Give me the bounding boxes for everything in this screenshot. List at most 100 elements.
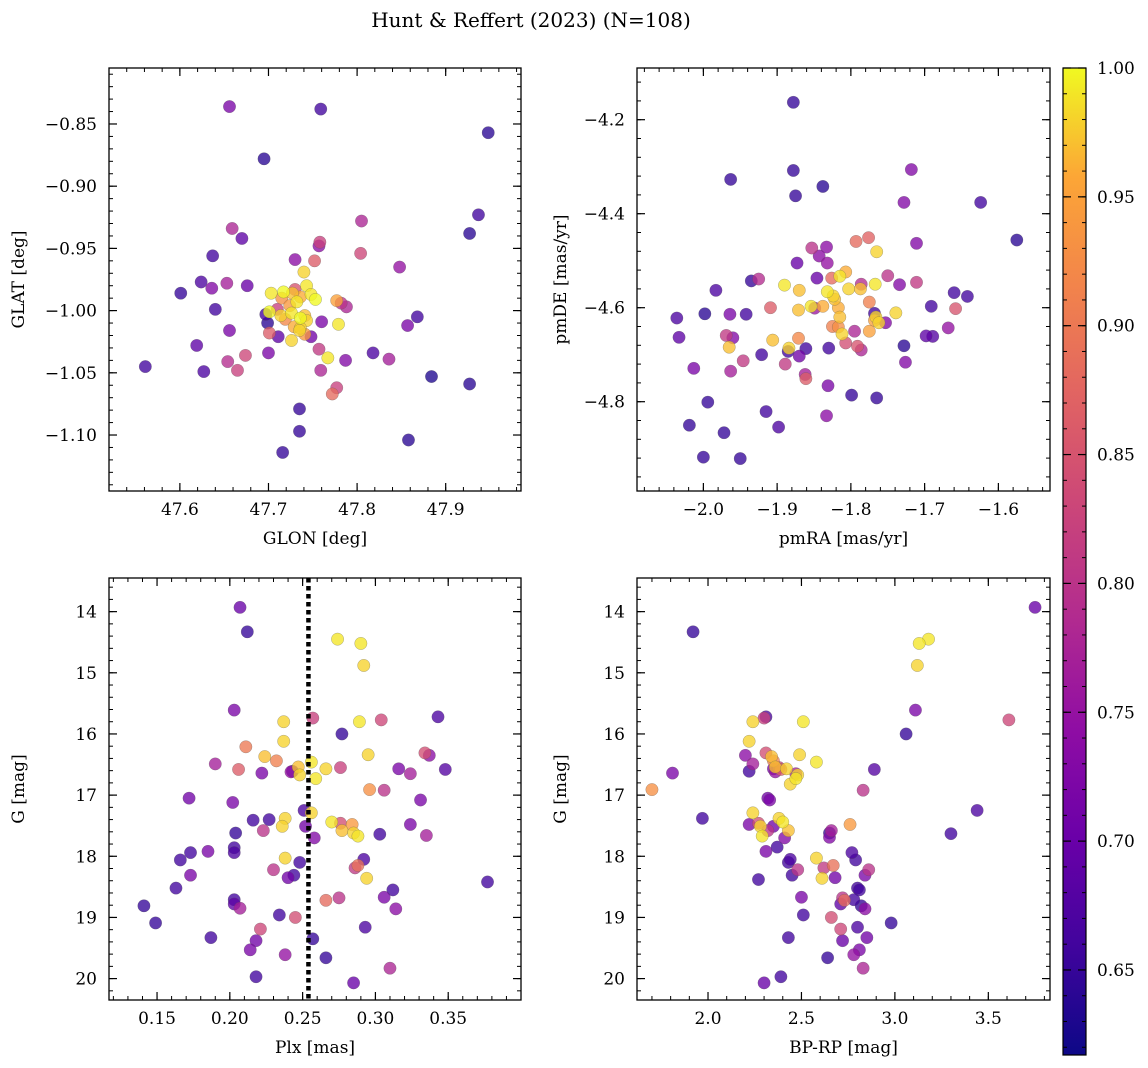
x-tick-label: −2.0: [683, 500, 724, 520]
data-point: [776, 815, 790, 829]
data-point: [374, 713, 388, 727]
axes-frame: [636, 67, 1051, 492]
data-point: [970, 804, 984, 817]
data-point: [233, 600, 247, 614]
data-point: [870, 245, 884, 259]
data-point: [792, 331, 805, 345]
y-tick-label: −0.95: [45, 239, 97, 259]
data-point: [766, 333, 780, 347]
y-axis-label: pmDE [mas/yr]: [551, 214, 571, 344]
data-point: [360, 871, 374, 885]
data-point: [334, 761, 347, 774]
data-point: [755, 829, 769, 843]
data-point: [239, 740, 253, 754]
data-point: [786, 95, 800, 109]
y-tick-label: 20: [603, 970, 625, 990]
data-point: [799, 372, 813, 386]
y-tick-label: 14: [75, 603, 97, 623]
data-point: [386, 883, 400, 897]
colorbar-frame: [1062, 67, 1087, 1056]
data-point: [208, 302, 222, 316]
data-point: [190, 339, 204, 352]
data-point: [308, 254, 321, 268]
data-point: [862, 324, 876, 338]
colorbar-tick-label: 0.65: [1097, 961, 1135, 981]
data-point: [746, 715, 760, 729]
data-point: [257, 152, 271, 166]
data-point: [197, 365, 211, 378]
data-point: [833, 269, 847, 283]
data-point: [240, 279, 254, 293]
data-point: [709, 283, 723, 297]
data-point: [325, 815, 339, 829]
data-point: [723, 307, 737, 321]
data-point: [768, 760, 782, 774]
y-tick-label: −1.05: [45, 364, 97, 384]
y-tick-label: −0.90: [45, 177, 97, 197]
data-point: [856, 961, 870, 975]
x-axis-label: Plx [mas]: [275, 1038, 355, 1058]
data-point: [867, 763, 881, 776]
y-tick-label: −4.6: [584, 299, 625, 319]
data-point: [481, 126, 495, 140]
data-point: [403, 767, 417, 781]
data-point: [752, 873, 765, 886]
data-point: [789, 189, 802, 203]
data-point: [373, 827, 387, 841]
data-point: [262, 326, 276, 340]
data-point: [778, 357, 792, 371]
data-point: [810, 851, 823, 865]
data-point: [472, 208, 485, 222]
data-point: [225, 222, 239, 235]
data-point: [239, 348, 252, 362]
data-point: [746, 806, 760, 820]
data-point: [285, 334, 298, 347]
data-point: [347, 976, 360, 990]
x-axis-label: GLON [deg]: [263, 529, 367, 549]
data-point: [332, 317, 345, 331]
data-point: [431, 710, 445, 724]
x-tick-label: 47.7: [250, 500, 288, 520]
data-point: [335, 727, 349, 741]
x-tick-label: 0.15: [138, 1009, 176, 1029]
data-point: [206, 249, 220, 263]
data-point: [254, 922, 267, 936]
y-axis-label: G [mag]: [9, 754, 29, 823]
data-point: [821, 379, 835, 393]
data-point: [772, 420, 785, 434]
data-point: [233, 901, 247, 915]
data-point: [804, 299, 818, 313]
data-point: [884, 916, 898, 930]
data-point: [860, 931, 874, 945]
y-tick-label: 20: [75, 970, 97, 990]
data-point: [852, 883, 866, 897]
y-axis-label: GLAT [deg]: [9, 230, 29, 328]
y-tick-label: −1.00: [45, 302, 97, 322]
data-point: [363, 783, 376, 797]
colorbar-tick-label: 0.75: [1097, 703, 1135, 723]
data-point: [377, 890, 391, 904]
data-point: [778, 278, 791, 292]
x-tick-label: 0.30: [356, 1009, 394, 1029]
data-point: [820, 240, 833, 254]
data-point: [389, 902, 403, 916]
data-point: [790, 256, 804, 270]
data-point: [666, 766, 679, 780]
data-point: [833, 310, 847, 324]
data-point: [204, 931, 218, 945]
data-point: [262, 346, 275, 360]
data-point: [293, 324, 306, 337]
data-point: [862, 295, 876, 309]
x-tick-label: 47.6: [161, 500, 199, 520]
data-point: [696, 811, 709, 825]
data-point: [780, 762, 793, 776]
data-point: [256, 824, 270, 837]
data-point: [782, 341, 796, 355]
data-point: [672, 330, 686, 344]
y-tick-label: −4.8: [584, 393, 625, 413]
data-point: [816, 299, 830, 313]
data-point: [854, 282, 867, 296]
data-point: [227, 846, 241, 860]
data-point: [277, 734, 291, 748]
data-point: [848, 324, 861, 338]
